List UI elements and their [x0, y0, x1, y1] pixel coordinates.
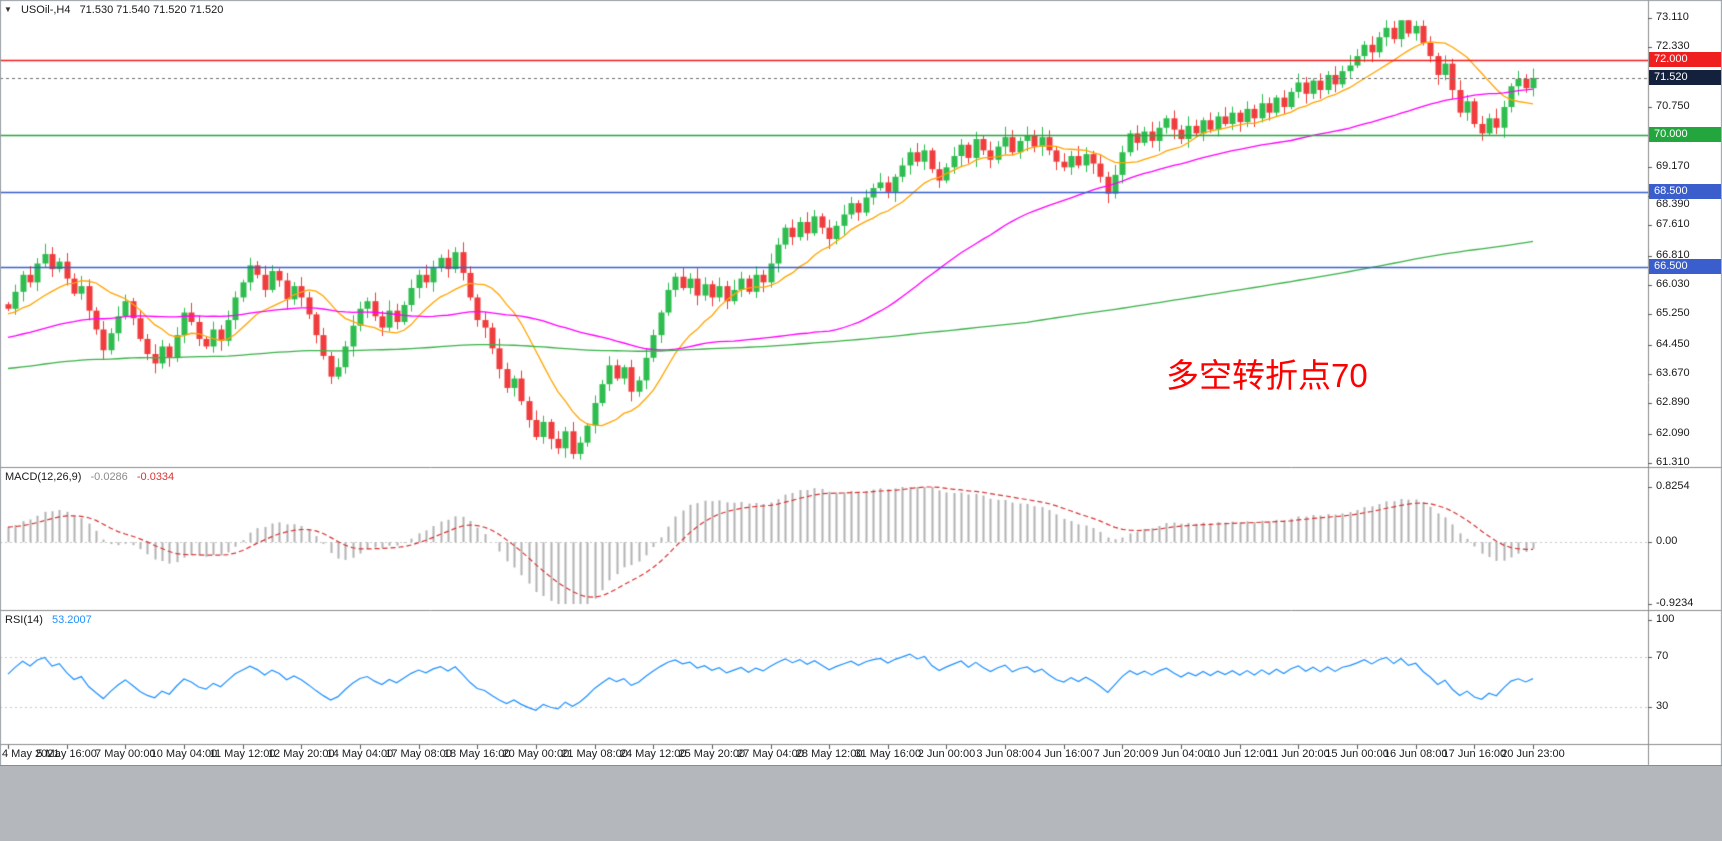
date-tick-label: 11 Jun 20:00 — [1266, 748, 1330, 760]
date-tick-label: 21 May 08:00 — [561, 748, 628, 760]
macd-header: MACD(12,26,9) -0.0286 -0.0334 — [5, 471, 180, 483]
date-tick-label: 10 Jun 12:00 — [1207, 748, 1272, 760]
price-tick-label: 72.330 — [1656, 40, 1690, 53]
macd-tick-label: 0.8254 — [1656, 480, 1690, 492]
rsi-label: RSI(14) — [5, 614, 43, 626]
hline-price-label: 70.000 — [1649, 127, 1721, 143]
price-tick-label: 69.170 — [1656, 159, 1690, 172]
date-tick-label: 17 May 08:00 — [385, 748, 452, 760]
date-tick-label: 5 May 16:00 — [36, 748, 97, 760]
date-tick-label: 3 Jun 08:00 — [976, 748, 1034, 760]
price-tick-label: 61.310 — [1656, 456, 1690, 468]
rsi-tick-label: 100 — [1656, 613, 1675, 625]
macd-main-value: -0.0286 — [90, 471, 128, 483]
price-tick-label: 66.030 — [1656, 278, 1690, 290]
date-tick-label: 27 May 04:00 — [737, 748, 804, 760]
rsi-value: 53.2007 — [51, 614, 92, 626]
price-tick-label: 63.670 — [1656, 367, 1690, 379]
date-tick-label: 15 Jun 00:00 — [1325, 748, 1389, 760]
price-tick-label: 65.250 — [1656, 307, 1690, 320]
ohlc-values: 71.530 71.540 71.520 71.520 — [79, 4, 224, 16]
date-tick-label: 4 Jun 16:00 — [1035, 748, 1093, 760]
date-tick-label: 28 May 12:00 — [795, 748, 863, 760]
date-tick-label: 11 May 12:00 — [209, 748, 276, 760]
price-tick-label: 73.110 — [1656, 11, 1689, 23]
date-tick-label: 20 Jun 23:00 — [1501, 748, 1565, 760]
price-tick-label: 66.810 — [1656, 248, 1690, 261]
chart-annotation-text[interactable]: 多空转折点70 — [1166, 357, 1368, 394]
price-tick-label: 68.390 — [1656, 198, 1690, 211]
date-tick-label: 16 Jun 08:00 — [1383, 748, 1448, 760]
symbol-ohlc-line: ▼ USOil-,H4 71.530 71.540 71.520 71.520 — [4, 4, 229, 16]
date-axis[interactable]: 4 May 2021 5 May 16:00 7 May 00:00 10 May 0… — [0, 748, 1722, 763]
price-tick-label: 67.610 — [1656, 218, 1690, 231]
rsi-tick-label: 70 — [1656, 650, 1669, 663]
price-tick-label: 62.890 — [1656, 396, 1690, 409]
macd-tick-label: -0.9234 — [1656, 597, 1694, 609]
date-tick-label: 14 May 04:00 — [326, 748, 394, 760]
collapse-arrow-icon[interactable]: ▼ — [4, 5, 12, 14]
date-tick-label: 17 Jun 16:00 — [1442, 748, 1507, 760]
hline-price-label: 66.500 — [1649, 259, 1721, 275]
symbol-period-label: USOil-,H4 — [20, 4, 71, 16]
date-tick-label: 24 May 12:00 — [619, 748, 687, 760]
macd-tick-label: 0.00 — [1656, 535, 1678, 548]
date-tick-label: 9 Jun 04:00 — [1152, 748, 1210, 760]
date-tick-label: 31 May 16:00 — [854, 748, 922, 760]
macd-signal-value: -0.0334 — [136, 471, 175, 483]
macd-label: MACD(12,26,9) — [5, 471, 82, 483]
hline-price-label: 68.500 — [1649, 183, 1721, 199]
date-tick-label: 10 May 04:00 — [150, 748, 218, 760]
date-tick-label: 18 May 16:00 — [443, 748, 511, 760]
date-tick-label: 7 Jun 20:00 — [1093, 748, 1152, 760]
rsi-tick-label: 30 — [1656, 699, 1669, 712]
date-tick-label: 7 May 00:00 — [95, 748, 156, 760]
horizontal-scrollbar[interactable] — [0, 765, 1722, 841]
date-tick-label: 12 May 20:00 — [267, 748, 335, 760]
price-tick-label: 62.090 — [1656, 426, 1690, 439]
date-tick-label: 4 May 2021 — [2, 748, 60, 760]
current-price-label: 71.520 — [1649, 69, 1721, 85]
price-tick-label: 64.450 — [1656, 337, 1690, 350]
price-tick-label: 70.750 — [1656, 100, 1690, 112]
date-tick-label: 2 Jun 00:00 — [917, 748, 976, 760]
rsi-header: RSI(14) 53.2007 — [5, 614, 98, 626]
date-tick-label: 20 May 00:00 — [502, 748, 570, 760]
hline-price-label: 72.000 — [1649, 51, 1721, 67]
date-tick-label: 25 May 20:00 — [678, 748, 746, 760]
